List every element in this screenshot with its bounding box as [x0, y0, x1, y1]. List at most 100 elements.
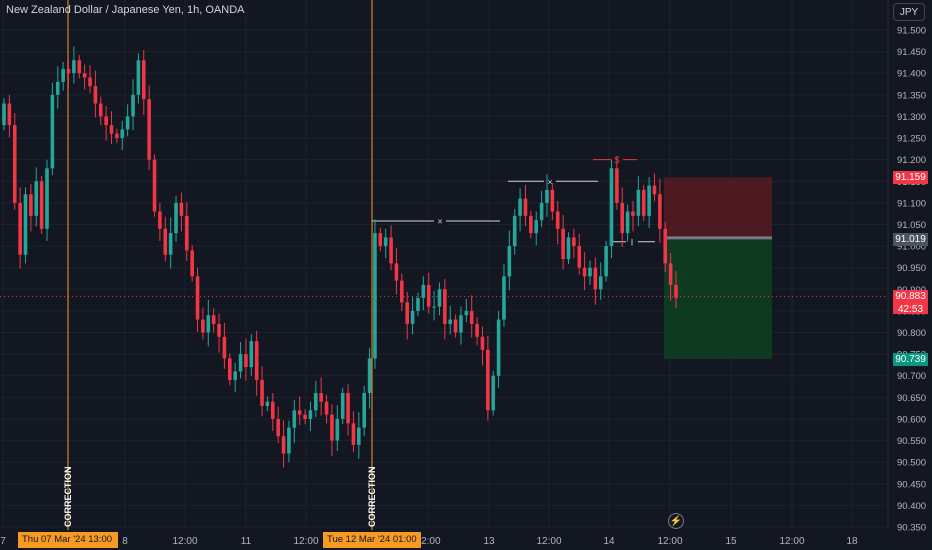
candle — [61, 61, 65, 91]
candle — [201, 307, 205, 340]
candle — [308, 401, 313, 432]
candle — [389, 225, 393, 271]
candle — [98, 96, 103, 126]
candle — [459, 306, 463, 345]
correction-markers: CORRECTION CORRECTION — [63, 0, 377, 530]
candle — [303, 409, 307, 425]
candle — [163, 216, 168, 262]
price-axis[interactable]: 91.500 91.450 91.400 91.350 91.300 91.250 91.2… — [897, 26, 926, 534]
candlesticks — [2, 46, 678, 468]
candle — [82, 64, 87, 90]
candle — [7, 94, 12, 138]
candle — [346, 384, 350, 436]
price-tick-label: 91.050 — [897, 220, 926, 231]
price-tick-label: 91.100 — [897, 198, 926, 209]
candle — [523, 184, 528, 227]
candle — [598, 262, 603, 300]
candle — [658, 178, 662, 243]
candle — [480, 326, 485, 366]
price-tick-label: 91.400 — [897, 69, 926, 80]
candle — [23, 187, 28, 264]
candle — [561, 214, 565, 270]
candle — [351, 411, 356, 452]
candle — [475, 316, 479, 346]
horizontal-levels[interactable]: ××$I — [372, 153, 655, 248]
time-tick-label: 8 — [122, 536, 128, 547]
target-price-label: 90.739 — [893, 353, 928, 366]
candle — [168, 217, 173, 269]
candle — [534, 211, 539, 246]
price-tick-label: 91.450 — [897, 47, 926, 58]
candle — [184, 202, 189, 261]
price-tick-label: 91.500 — [897, 26, 926, 37]
candle — [314, 380, 318, 418]
candle — [88, 65, 92, 94]
price-tick-label: 90.350 — [897, 523, 926, 534]
candle — [238, 342, 243, 379]
time-tick-label: 7 — [0, 536, 6, 547]
candle — [222, 323, 227, 369]
price-tick-label: 91.300 — [897, 112, 926, 123]
currency-selector[interactable]: JPY — [893, 3, 925, 21]
price-tick-label: 90.950 — [897, 263, 926, 274]
time-tick-label: 12:00 — [657, 536, 682, 547]
stop-loss-zone[interactable] — [664, 177, 772, 238]
candle — [641, 184, 646, 222]
symbol-title: New Zealand Dollar / Japanese Yen, 1h, O… — [6, 4, 245, 16]
current-price-value: 90.883 — [895, 291, 926, 302]
price-tick-label: 90.800 — [897, 328, 926, 339]
candle — [276, 406, 280, 444]
candle — [206, 299, 211, 347]
current-price-label: 90.883 42:53 — [893, 290, 928, 315]
candle — [265, 396, 270, 412]
candle — [486, 335, 490, 421]
candle — [378, 227, 383, 252]
candle — [340, 387, 345, 425]
candle — [330, 404, 334, 457]
candle — [281, 420, 286, 468]
candle — [394, 247, 399, 295]
price-tick-label: 91.350 — [897, 90, 926, 101]
candle — [125, 104, 130, 137]
time-axis[interactable]: 7 8 12:00 11 12:00 12:00 13 12:00 14 12:00 15 12:00… — [0, 536, 858, 547]
time-tick-label: 14 — [603, 536, 615, 547]
price-tick-label: 90.700 — [897, 371, 926, 382]
take-profit-zone[interactable] — [664, 237, 772, 359]
candle — [174, 195, 178, 242]
lightning-icon[interactable]: ⚡ — [668, 513, 684, 529]
candle — [34, 167, 39, 227]
candle — [625, 204, 630, 242]
candle — [141, 49, 146, 115]
price-tick-label: 91.200 — [897, 155, 926, 166]
candle — [469, 295, 474, 338]
candle — [249, 334, 254, 376]
candle — [443, 278, 447, 340]
candle — [604, 240, 608, 282]
time-tick-label: 18 — [846, 536, 858, 547]
time-tick-label: 12:00 — [293, 536, 318, 547]
candle — [12, 112, 17, 210]
candle — [518, 188, 522, 232]
candle — [663, 221, 668, 273]
candle — [244, 338, 248, 381]
candle — [577, 233, 582, 275]
candle — [448, 305, 453, 335]
candle — [179, 192, 184, 232]
candle — [77, 55, 82, 79]
candle — [572, 228, 576, 259]
price-tick-label: 90.550 — [897, 436, 926, 447]
candle — [502, 264, 506, 327]
candle — [324, 394, 329, 424]
candle — [335, 405, 340, 451]
candle — [260, 366, 264, 417]
candle — [539, 190, 544, 228]
candle — [512, 208, 517, 255]
candle — [426, 272, 431, 314]
candle — [432, 291, 436, 321]
candle — [416, 292, 420, 317]
candle — [152, 154, 157, 217]
candle — [190, 245, 194, 282]
candle — [555, 201, 560, 245]
time-marker-tag-2: Tue 12 Mar '24 01:00 — [323, 532, 421, 548]
